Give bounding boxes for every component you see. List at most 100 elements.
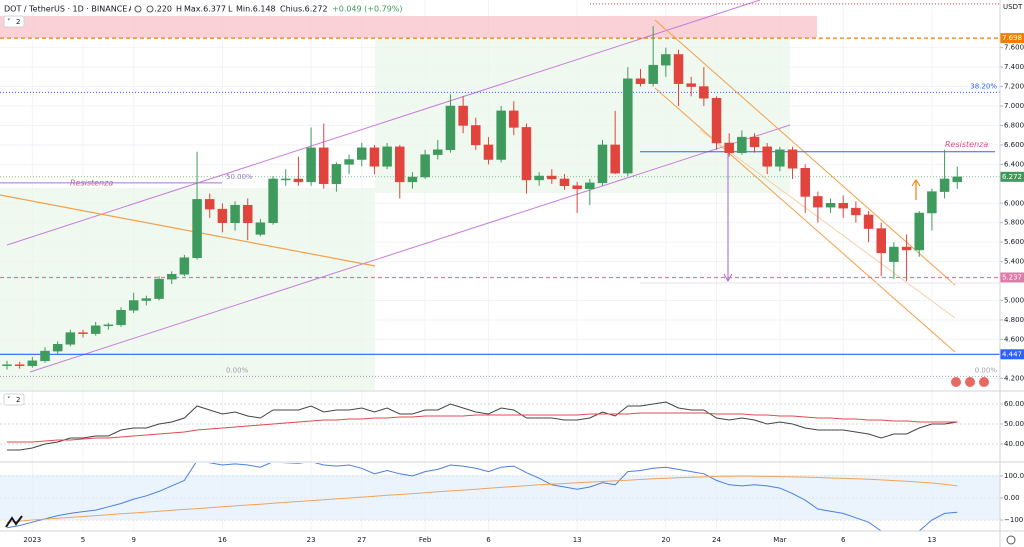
ohlc: Chius.6.272 bbox=[280, 5, 328, 14]
y-tick-label: 7.000 bbox=[1004, 102, 1024, 110]
resistance-label: Resistenza bbox=[945, 140, 988, 149]
candle-body bbox=[914, 212, 924, 251]
price-tag-label: 5.237 bbox=[1002, 273, 1022, 281]
chevron: ˅ bbox=[7, 18, 11, 26]
x-tick-label: 5 bbox=[81, 536, 85, 544]
candles bbox=[2, 26, 962, 370]
price-tag bbox=[1000, 33, 1024, 44]
x-tick-label: 2023 bbox=[23, 536, 41, 544]
currency: USDT bbox=[1003, 3, 1023, 11]
candle-body bbox=[610, 144, 620, 174]
candle-body bbox=[407, 176, 418, 183]
candle-body bbox=[939, 178, 950, 192]
x-tick-label: Mar bbox=[773, 536, 786, 544]
change: +0.049 (+0.79%) bbox=[332, 5, 403, 14]
x-tick-label: 20 bbox=[661, 536, 670, 544]
x-tick-label: 9 bbox=[131, 536, 135, 544]
y-tick-label: 100.00 bbox=[1004, 472, 1024, 480]
y-tick-label: 6.000 bbox=[1004, 199, 1024, 207]
arrow-head bbox=[911, 179, 921, 187]
candle-body bbox=[14, 364, 25, 366]
candle-body bbox=[433, 149, 443, 155]
x-tick-label: 24 bbox=[712, 536, 721, 544]
candle-body bbox=[825, 203, 836, 208]
zone bbox=[0, 16, 817, 38]
candle-body bbox=[521, 127, 532, 181]
y-tick-label: 4.800 bbox=[1004, 316, 1024, 324]
indicator-pane bbox=[6, 463, 958, 531]
candle-body bbox=[889, 246, 899, 262]
candle-body bbox=[749, 136, 760, 148]
ohlc: L bbox=[228, 5, 233, 14]
event-flag[interactable] bbox=[965, 377, 975, 387]
candle-body bbox=[901, 246, 912, 251]
candle-body bbox=[800, 168, 810, 197]
candle-body bbox=[230, 204, 240, 223]
candle-body bbox=[179, 257, 190, 275]
icons-mask bbox=[131, 2, 155, 16]
trend-line bbox=[654, 19, 956, 286]
candle-body bbox=[534, 175, 544, 181]
event-flag[interactable] bbox=[979, 377, 989, 387]
candle-body bbox=[141, 298, 152, 301]
candle-body bbox=[242, 204, 253, 223]
pane-toggle[interactable] bbox=[3, 393, 25, 406]
event-flag[interactable] bbox=[951, 377, 961, 387]
fib-label: 38.20% bbox=[970, 82, 997, 90]
y-tick-label: 4.600 bbox=[1004, 335, 1024, 343]
chevron: ˅ bbox=[7, 396, 11, 404]
channel-line bbox=[29, 124, 791, 373]
candle-body bbox=[154, 278, 164, 299]
indicator-line bbox=[6, 475, 958, 523]
candle-body bbox=[458, 105, 468, 126]
candle-body bbox=[90, 325, 101, 334]
candle-body bbox=[255, 222, 266, 235]
pane-toggle[interactable] bbox=[3, 15, 25, 28]
fib-label: 0.00% bbox=[975, 366, 998, 374]
candle-body bbox=[268, 178, 278, 223]
candle-body bbox=[851, 207, 861, 216]
x-tick-label: 13 bbox=[927, 536, 936, 544]
trend-line bbox=[699, 129, 956, 319]
x-tick-label: 23 bbox=[307, 536, 316, 544]
y-tick-label: 50.00 bbox=[1004, 420, 1024, 428]
price-tag bbox=[1000, 171, 1024, 182]
trend-line bbox=[0, 194, 376, 267]
axes: 7.600 7.400 7.200 7.000 6.800 6.600 6.400 6.000… bbox=[23, 33, 1024, 544]
candle-body bbox=[65, 332, 76, 345]
candle-body bbox=[661, 54, 671, 66]
indicator-line bbox=[7, 401, 958, 451]
symbol[interactable]: DOT / TetherUS · 1D · BINANCE bbox=[4, 5, 127, 14]
candle-body bbox=[635, 78, 646, 84]
candle-body bbox=[27, 360, 38, 366]
oscillator-pane bbox=[7, 401, 958, 451]
candle-body bbox=[445, 105, 456, 151]
y-tick-label: 6.600 bbox=[1004, 141, 1024, 149]
candle-body bbox=[496, 110, 506, 160]
candle-body bbox=[623, 78, 633, 174]
price-tag bbox=[1000, 349, 1024, 360]
x-tick-label: 6 bbox=[841, 536, 846, 544]
indicator-line bbox=[7, 412, 958, 443]
candle-body bbox=[572, 185, 582, 189]
candle-body bbox=[876, 228, 886, 254]
settings-icon[interactable] bbox=[1006, 535, 1016, 545]
eye-icon[interactable] bbox=[134, 5, 142, 13]
candle-body bbox=[306, 147, 316, 183]
fib-label: 50.00% bbox=[970, 0, 997, 2]
channel-line bbox=[6, 0, 761, 246]
price-tag-label: 7.698 bbox=[1002, 34, 1022, 42]
candle-body bbox=[319, 147, 329, 185]
zone bbox=[0, 188, 375, 390]
fib-label: 50.00% bbox=[226, 173, 253, 181]
candle-body bbox=[762, 146, 772, 167]
candle-body bbox=[775, 149, 785, 167]
candle-body bbox=[509, 110, 519, 128]
candle-body bbox=[813, 196, 823, 208]
candle-body bbox=[116, 309, 126, 326]
fib-label: 0.00% bbox=[226, 366, 249, 374]
settings-icon[interactable] bbox=[146, 5, 154, 13]
x-tick-label: 16 bbox=[218, 536, 227, 544]
candle-body bbox=[103, 324, 114, 327]
levels: ResistenzaResistenza50.00%38.20%0.00%0.0… bbox=[0, 0, 1000, 377]
